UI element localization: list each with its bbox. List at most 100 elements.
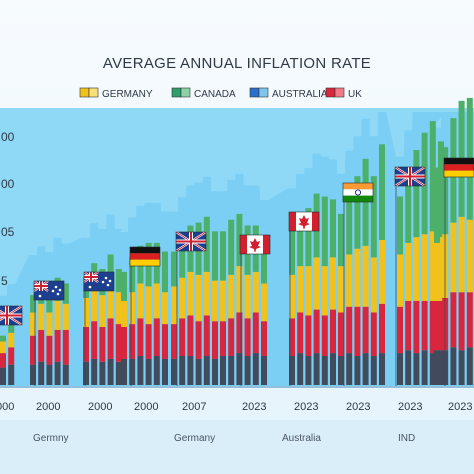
bar-segment	[115, 361, 122, 385]
bar-segment	[421, 300, 428, 351]
bar	[236, 213, 243, 385]
bar	[458, 100, 465, 385]
bar-segment	[466, 219, 473, 293]
germany-flag-icon	[129, 246, 161, 386]
australia-flag-icon	[33, 280, 65, 386]
bar-segment	[171, 251, 177, 287]
bar	[289, 228, 295, 385]
x-tick-label: 2007	[182, 401, 206, 413]
bar-segment	[305, 356, 312, 385]
bar-segment	[413, 300, 420, 354]
bar	[8, 324, 15, 385]
bar	[405, 170, 412, 385]
bar-segment	[153, 356, 160, 385]
bar-segment	[236, 213, 243, 267]
footer-label: Australia	[282, 433, 321, 444]
bar-segment	[338, 266, 344, 313]
bar-segment	[458, 350, 465, 385]
bar-segment	[187, 356, 194, 385]
bar	[370, 176, 377, 385]
bar-segment	[244, 356, 251, 385]
bar	[203, 216, 210, 385]
legend-item-canada: CANADA	[171, 87, 236, 100]
bar-segment	[30, 364, 36, 385]
bar-segment	[220, 321, 226, 356]
legend-swatch	[249, 87, 260, 98]
bar-segment	[83, 327, 89, 362]
bar-segment	[413, 237, 420, 301]
bar-segment	[179, 356, 186, 385]
bar	[30, 295, 36, 385]
bar-segment	[220, 280, 226, 322]
bar-segment	[429, 300, 436, 354]
bar-segment	[171, 358, 177, 385]
bar	[0, 335, 6, 385]
bar	[162, 251, 168, 385]
bar-segment	[115, 324, 122, 362]
bar-segment	[91, 286, 98, 322]
bar-segment	[46, 335, 53, 365]
bar-segment	[261, 321, 267, 356]
bar-segment	[203, 216, 210, 272]
bar-segment	[91, 358, 98, 385]
legend-swatch	[334, 87, 345, 98]
bar-segment	[8, 347, 15, 365]
bar	[46, 292, 53, 385]
legend-swatch	[171, 87, 182, 98]
canada-flag-icon	[288, 211, 320, 386]
bar-segment	[450, 347, 457, 385]
legend-item-australia: AUSTRALIA	[249, 87, 328, 100]
bar-segment	[434, 300, 440, 351]
bar-segment	[330, 353, 336, 385]
legend-swatch	[325, 87, 336, 98]
legend-label: GERMANY	[102, 89, 153, 100]
bar-segment	[145, 286, 152, 325]
bar-segment	[8, 364, 15, 385]
bar-segment	[212, 321, 218, 359]
bar-segment	[321, 356, 328, 385]
bar-segment	[228, 274, 235, 319]
bar-segment	[137, 356, 144, 385]
bar-segment	[38, 361, 45, 385]
x-tick-label: 2023	[448, 401, 472, 413]
bar-segment	[30, 312, 36, 336]
chart-title: AVERAGE ANNUAL INFLATION RATE	[103, 55, 371, 72]
x-tick-label: 2000	[134, 401, 158, 413]
bar-segment	[54, 361, 61, 385]
bar-segment	[187, 271, 194, 316]
bar-segment	[413, 150, 420, 238]
australia-flag-icon	[83, 271, 115, 386]
bar-segment	[346, 254, 353, 307]
bar-segment	[354, 248, 361, 307]
bar-segment	[195, 358, 202, 385]
x-tick-label: 000	[0, 401, 14, 413]
footer-label: IND	[398, 433, 415, 444]
bar	[413, 150, 420, 385]
bar-segment	[338, 312, 344, 356]
bar-segment	[305, 208, 312, 267]
bar-segment	[115, 269, 122, 293]
bar-group	[83, 254, 122, 385]
bar	[362, 158, 369, 385]
bar-segment	[429, 353, 436, 385]
bar-segment	[0, 367, 6, 385]
legend-swatch	[258, 87, 269, 98]
bar-segment	[370, 176, 377, 258]
bar-segment	[370, 312, 377, 356]
bar-segment	[405, 170, 412, 243]
india-flag-icon	[342, 182, 374, 386]
bar-segment	[370, 356, 377, 385]
bar-segment	[438, 237, 444, 301]
bar-segment	[297, 266, 304, 313]
y-tick-label: 05	[1, 225, 15, 239]
bar-segment	[162, 251, 168, 293]
uk-flag-icon	[175, 231, 207, 386]
bar-segment	[379, 303, 385, 354]
bar-segment	[438, 141, 444, 238]
bar-segment	[228, 219, 235, 275]
bar-segment	[458, 216, 465, 293]
bar-segment	[62, 364, 69, 385]
bar-segment	[195, 274, 202, 322]
bar-segment	[62, 283, 69, 304]
